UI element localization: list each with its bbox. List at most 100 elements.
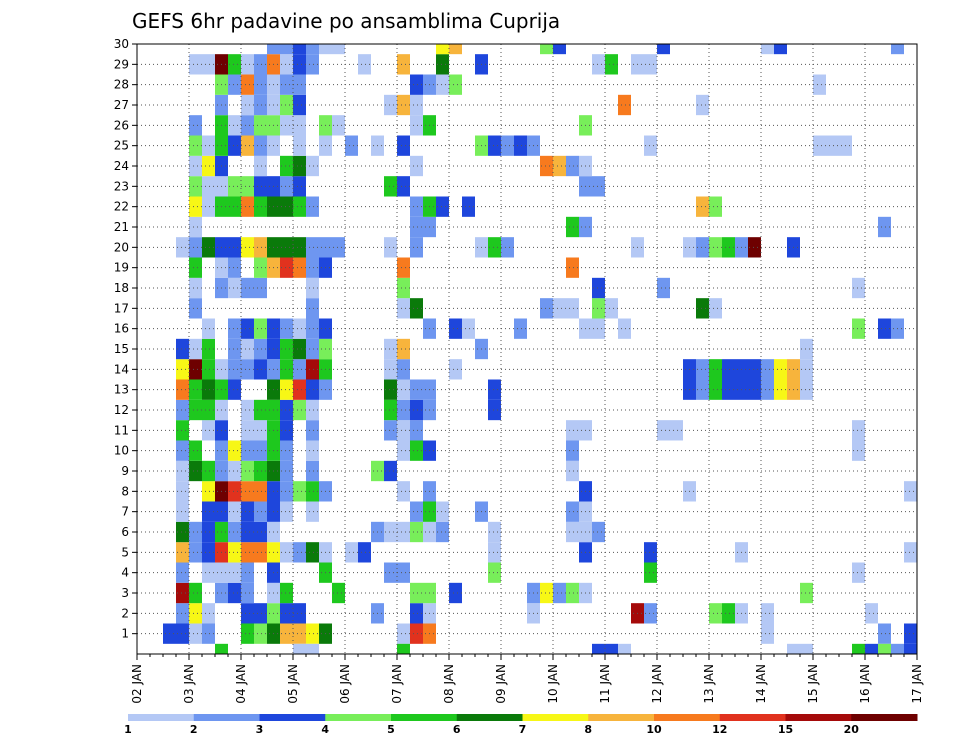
heatmap-cell [566, 460, 579, 482]
heatmap-cell [319, 44, 332, 55]
heatmap-cell [397, 379, 410, 400]
heatmap-cell [241, 338, 254, 360]
heatmap-cell [293, 399, 306, 421]
y-tick-label: 20 [114, 240, 129, 254]
heatmap-cell [761, 379, 774, 400]
heatmap-cell [618, 643, 631, 654]
heatmap-cell [254, 74, 267, 95]
heatmap-cell [189, 440, 202, 461]
y-tick-label: 18 [114, 281, 129, 295]
heatmap-cell [488, 135, 501, 156]
heatmap-cell [384, 562, 397, 583]
heatmap-cell [228, 196, 241, 217]
heatmap-cell [189, 359, 202, 380]
heatmap-cell [254, 501, 267, 522]
heatmap-cell [410, 379, 423, 400]
heatmap-cell [254, 338, 267, 360]
x-tick-label: 13 JAN [702, 664, 716, 704]
x-tick-label: 03 JAN [182, 664, 196, 704]
heatmap-cell [709, 196, 722, 217]
heatmap-cell [436, 196, 449, 217]
heatmap-cell [696, 298, 709, 319]
y-tick-label: 19 [114, 261, 129, 275]
heatmap-cell [202, 155, 215, 177]
heatmap-cells [163, 44, 917, 654]
heatmap-cell [241, 542, 254, 563]
heatmap-cell [657, 44, 670, 55]
heatmap-cell [410, 155, 423, 177]
y-tick-label: 26 [114, 118, 129, 132]
heatmap-cell [462, 318, 475, 339]
y-tick-label: 9 [121, 464, 129, 478]
heatmap-cell [228, 318, 241, 339]
heatmap-cell [228, 135, 241, 156]
heatmap-cell [241, 582, 254, 604]
heatmap-cell [280, 501, 293, 522]
heatmap-cell [176, 460, 189, 482]
heatmap-cell [176, 237, 189, 258]
legend-label: 12 [712, 723, 727, 736]
heatmap-cell [306, 420, 319, 441]
y-tick-label: 5 [121, 545, 129, 559]
heatmap-cell [293, 44, 306, 55]
heatmap-cell [280, 379, 293, 400]
y-tick-label: 29 [114, 57, 129, 71]
heatmap-cell [410, 501, 423, 522]
x-tick-label: 12 JAN [650, 664, 664, 704]
heatmap-cell [202, 460, 215, 482]
heatmap-cell [254, 155, 267, 177]
heatmap-cell [761, 623, 774, 644]
heatmap-cell [501, 237, 514, 258]
heatmap-cell [228, 460, 241, 482]
heatmap-cell [202, 338, 215, 360]
heatmap-cell [293, 54, 306, 75]
heatmap-cell [176, 562, 189, 583]
heatmap-cell [241, 501, 254, 522]
heatmap-cell [865, 643, 878, 654]
heatmap-cell [657, 277, 670, 299]
heatmap-cell [293, 135, 306, 156]
heatmap-cell [293, 257, 306, 278]
y-tick-label: 17 [114, 301, 129, 315]
heatmap-cell [488, 237, 501, 258]
heatmap-cell [189, 216, 202, 238]
heatmap-cell [202, 521, 215, 543]
heatmap-cell [553, 44, 566, 55]
heatmap-cell [189, 277, 202, 299]
heatmap-cell [176, 521, 189, 543]
heatmap-cell [306, 44, 319, 55]
heatmap-cell [215, 643, 228, 654]
heatmap-cell [176, 603, 189, 624]
legend-label: 4 [321, 723, 329, 736]
heatmap-cell [241, 623, 254, 644]
heatmap-cell [306, 155, 319, 177]
heatmap-cell [228, 74, 241, 95]
heatmap-cell [345, 542, 358, 563]
heatmap-cell [852, 562, 865, 583]
y-axis: 1234567891011121314151617181920212223242… [114, 37, 137, 641]
heatmap-cell [241, 115, 254, 136]
heatmap-cell [228, 338, 241, 360]
heatmap-cell [202, 359, 215, 380]
heatmap-cell [293, 94, 306, 116]
x-tick-label: 05 JAN [286, 664, 300, 704]
heatmap-cell [566, 440, 579, 461]
heatmap-cell [618, 318, 631, 339]
heatmap-cell [722, 603, 735, 624]
heatmap-cell [280, 155, 293, 177]
y-tick-label: 10 [114, 444, 129, 458]
heatmap-cell [592, 277, 605, 299]
legend-label: 2 [190, 723, 198, 736]
heatmap-cell [566, 521, 592, 543]
heatmap-cell [579, 176, 605, 197]
heatmap-cell [384, 176, 397, 197]
heatmap-cell [241, 440, 254, 461]
heatmap-cell [644, 135, 657, 156]
heatmap-cell [384, 420, 397, 441]
heatmap-cell [397, 94, 410, 116]
heatmap-cell [254, 257, 267, 278]
heatmap-cell [254, 623, 267, 644]
heatmap-cell [202, 196, 215, 217]
heatmap-cell [254, 542, 267, 563]
heatmap-cell [176, 399, 189, 421]
